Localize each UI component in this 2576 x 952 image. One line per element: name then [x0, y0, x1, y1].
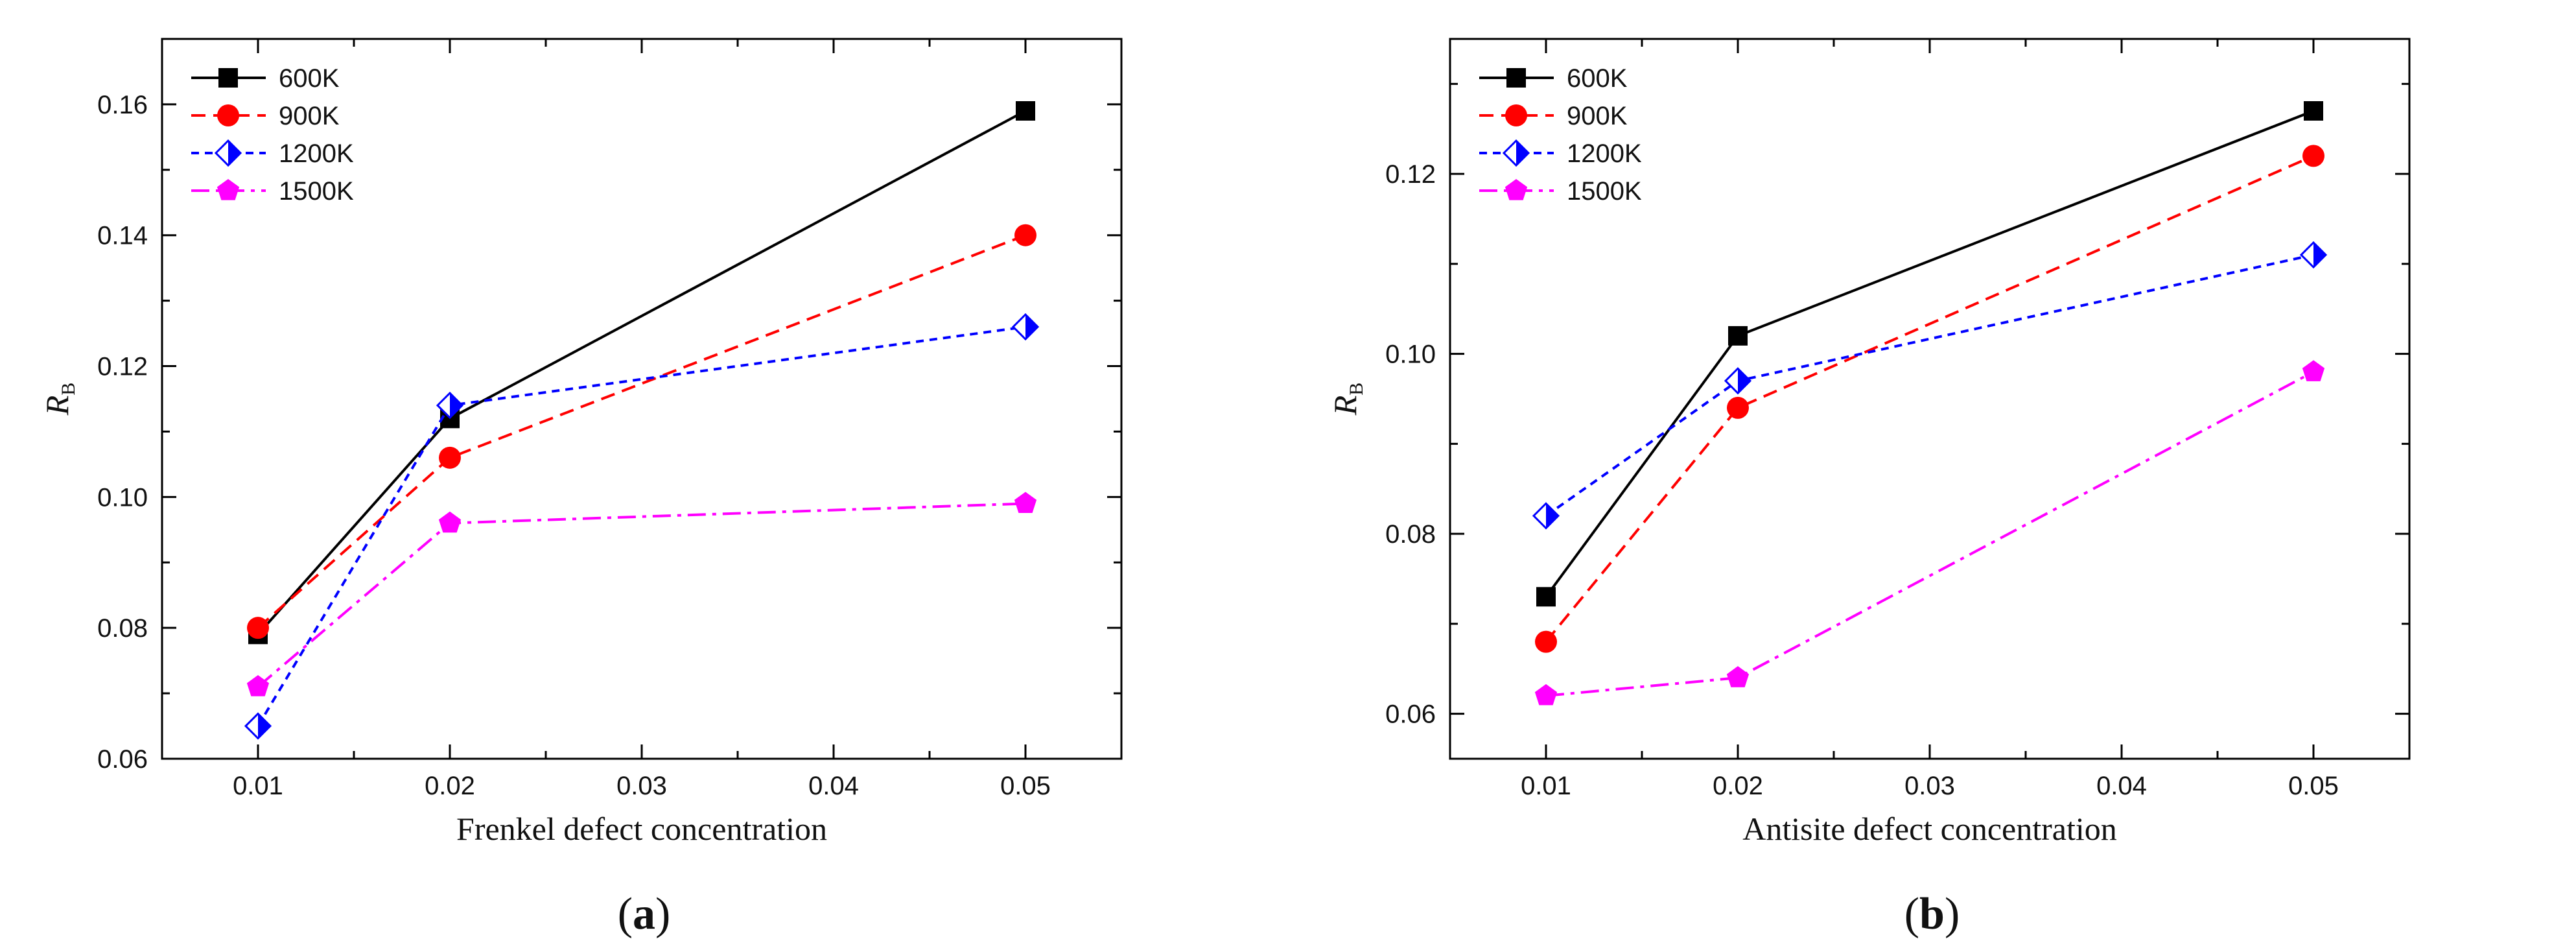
chart-panel-a: 0.01 0.02 0.03 0.04 0.05 0.06 0.08 0.10 0.12 0.14… [39, 38, 1123, 939]
p1-x-axis-title: Antisite defect concentration [1742, 811, 2117, 847]
p1-data-point-900K [1727, 396, 1749, 419]
p1-x-tick-label: 0.03 [1904, 772, 1955, 800]
p0-legend-label-600K: 600K [279, 64, 340, 93]
p1-data-point-600K [2304, 101, 2323, 121]
p1-y-tick-label: 0.10 [1385, 340, 1436, 369]
caption-a: (a) [617, 889, 671, 939]
p0-y-axis-title-sub: B [58, 383, 79, 396]
p1-x-tick-label: 0.04 [2096, 772, 2147, 800]
p1-legend-label-600K: 600K [1567, 64, 1628, 93]
p0-legend-marker-900K [217, 104, 239, 126]
chart-b: 0.01 0.02 0.03 0.04 0.05 0.06 0.08 0.10 0.12 Anti… [1327, 38, 2411, 847]
p0-data-point-1200K [244, 712, 272, 740]
p0-data-point-1500K [438, 511, 462, 533]
p1-y-axis-title: RB [1327, 383, 1367, 416]
p1-legend-marker-1200K [1502, 139, 1530, 167]
caption-letter-a: a [633, 889, 655, 939]
p0-x-tick-label: 0.02 [425, 772, 475, 800]
p1-x-tick-label: 0.01 [1521, 772, 1571, 800]
p0-y-tick-label: 0.06 [97, 745, 148, 774]
p1-y-axis-title-main: R [1327, 396, 1363, 416]
p0-y-tick-label: 0.10 [97, 483, 148, 512]
p1-data-point-900K [2302, 145, 2324, 167]
p1-x-tick-label: 0.05 [2288, 772, 2339, 800]
p0-legend-marker-600K [218, 68, 238, 88]
p0-y-tick-label: 0.08 [97, 614, 148, 643]
p1-series-line-600K [1545, 110, 2314, 598]
p0-series-line-600K [257, 110, 1026, 636]
p0-series-line-1500K [257, 502, 1026, 688]
p1-series-line-1500K [1545, 370, 2314, 697]
p0-y-axis-title-main: R [39, 396, 75, 416]
p1-legend-label-1200K: 1200K [1567, 139, 1642, 168]
p0-data-point-1500K [1014, 492, 1037, 513]
p1-legend-marker-1500K [1505, 179, 1528, 200]
p0-legend-marker-1200K [214, 139, 242, 167]
p1-series-line-900K [1545, 154, 2314, 643]
caption-b: (b) [1904, 889, 1960, 939]
p0-x-tick-label: 0.05 [1000, 772, 1051, 800]
p1-legend-marker-600K [1506, 68, 1526, 88]
p1-data-point-900K [1535, 630, 1557, 653]
p0-data-point-600K [1016, 101, 1035, 121]
p0-data-point-1500K [246, 675, 270, 696]
p0-legend-label-1200K: 1200K [279, 139, 354, 168]
p0-data-point-900K [247, 617, 269, 639]
p0-data-point-1200K [436, 391, 464, 420]
p0-legend-label-900K: 900K [279, 102, 340, 130]
p1-legend-label-900K: 900K [1567, 102, 1628, 130]
p1-y-tick-label: 0.08 [1385, 520, 1436, 549]
p1-y-axis-title-sub: B [1346, 383, 1367, 396]
p0-y-tick-label: 0.14 [97, 222, 148, 250]
p0-y-axis-title: RB [39, 383, 79, 416]
caption-letter-b: b [1919, 889, 1945, 939]
p0-series-line-900K [257, 233, 1026, 629]
p1-y-tick-label: 0.12 [1385, 160, 1436, 189]
p1-series-line-1200K [1545, 254, 2314, 518]
p0-x-tick-label: 0.04 [808, 772, 859, 800]
p1-data-point-1200K [1532, 502, 1560, 530]
p0-x-tick-label: 0.01 [233, 772, 283, 800]
p1-data-point-1500K [2302, 360, 2325, 381]
p1-data-point-1200K [1724, 367, 1752, 395]
p0-series-line-1200K [257, 326, 1026, 727]
p1-data-point-1200K [2299, 241, 2328, 269]
p0-legend-marker-1500K [217, 179, 240, 200]
p1-data-point-600K [1728, 326, 1748, 346]
chart-a: 0.01 0.02 0.03 0.04 0.05 0.06 0.08 0.10 0.12 0.14… [39, 38, 1123, 847]
p1-data-point-600K [1536, 587, 1556, 607]
p1-x-tick-label: 0.02 [1713, 772, 1763, 800]
p1-legend-marker-900K [1505, 104, 1527, 126]
p0-data-point-900K [439, 446, 461, 469]
p1-data-point-1500K [1726, 666, 1750, 687]
p0-y-tick-label: 0.12 [97, 353, 148, 381]
p0-data-point-1200K [1011, 313, 1040, 341]
p0-x-axis-title: Frenkel defect concentration [456, 811, 827, 847]
p1-y-tick-label: 0.06 [1385, 700, 1436, 729]
p0-legend-label-1500K: 1500K [279, 177, 354, 206]
p0-x-tick-label: 0.03 [616, 772, 667, 800]
chart-panel-b: 0.01 0.02 0.03 0.04 0.05 0.06 0.08 0.10 0.12 Anti… [1288, 0, 2576, 952]
p0-y-tick-label: 0.16 [97, 91, 148, 119]
p1-data-point-1500K [1534, 684, 1558, 706]
p0-data-point-900K [1014, 224, 1036, 246]
p1-legend-label-1500K: 1500K [1567, 177, 1642, 206]
